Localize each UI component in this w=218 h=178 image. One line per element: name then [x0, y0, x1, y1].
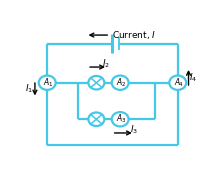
- Text: $I_2$: $I_2$: [102, 57, 110, 70]
- Text: $I_3$: $I_3$: [130, 124, 138, 136]
- Text: A: A: [174, 78, 180, 87]
- Circle shape: [39, 75, 56, 90]
- Text: 3: 3: [121, 118, 125, 123]
- Text: A: A: [117, 78, 122, 87]
- Text: $I_1$: $I_1$: [26, 83, 34, 95]
- Text: A: A: [44, 78, 49, 87]
- Text: 1: 1: [48, 82, 52, 87]
- Circle shape: [112, 112, 129, 126]
- Circle shape: [88, 112, 104, 126]
- Circle shape: [112, 75, 129, 90]
- Text: Current, $I$: Current, $I$: [112, 29, 156, 41]
- Text: 2: 2: [121, 82, 125, 87]
- Text: A: A: [117, 114, 122, 123]
- Text: $I_4$: $I_4$: [189, 71, 197, 84]
- Text: 4: 4: [179, 82, 182, 87]
- Circle shape: [88, 76, 104, 90]
- Circle shape: [169, 75, 186, 90]
